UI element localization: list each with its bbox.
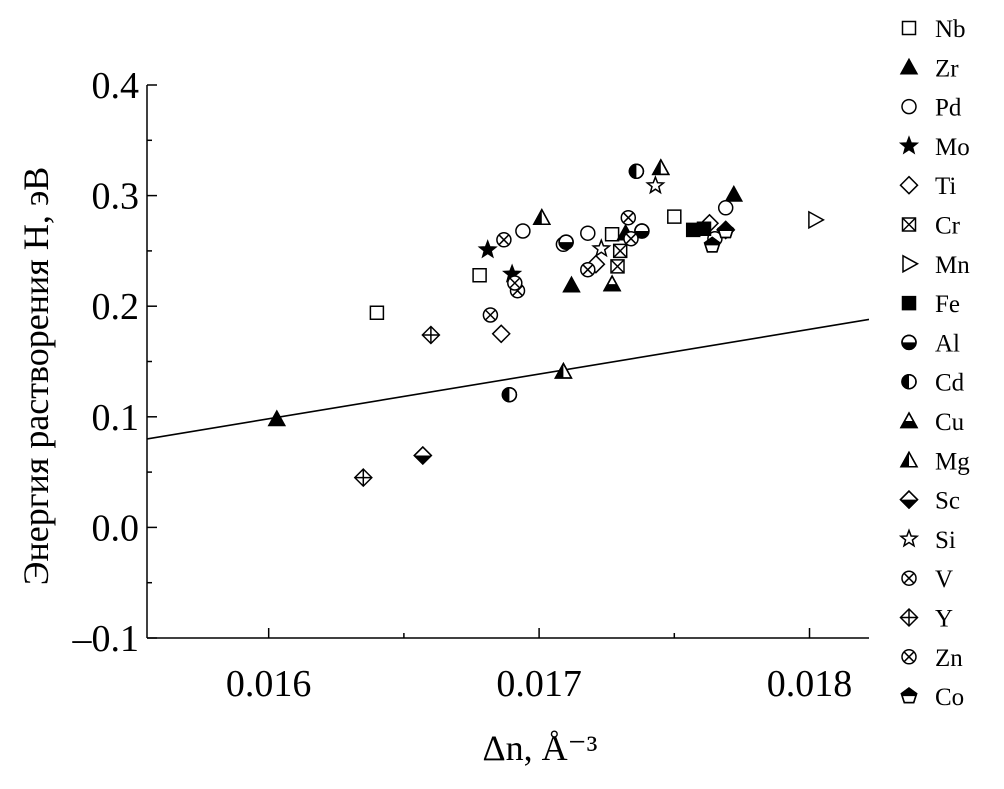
legend-label-y: Y — [935, 606, 953, 633]
legend-label-co: Co — [935, 684, 964, 711]
data-point-co — [703, 236, 721, 253]
data-point-pd — [515, 223, 531, 239]
legend-marker-cr — [901, 217, 917, 232]
y-tick-label: –0.1 — [72, 618, 140, 660]
data-point-nb — [472, 267, 487, 283]
legend-marker-zn — [901, 649, 917, 665]
data-point-al — [558, 234, 574, 250]
data-point-mg — [554, 361, 573, 379]
legend-marker-y — [899, 607, 919, 628]
legend-label-v: V — [935, 566, 953, 593]
legend-label-nb: Nb — [935, 16, 966, 43]
data-point-y — [353, 468, 373, 488]
data-point-pd — [580, 225, 596, 241]
data-point-mo — [477, 239, 498, 259]
legend-label-cu: Cu — [935, 409, 965, 436]
data-point-nb — [369, 305, 385, 321]
data-point-mg — [532, 208, 552, 225]
data-point-zr — [562, 275, 581, 293]
data-point-v — [496, 232, 512, 248]
legend-marker-cu — [899, 411, 919, 429]
data-point-zn — [507, 275, 523, 291]
x-tick-label: 0.018 — [767, 663, 853, 705]
legend-marker-cd — [901, 373, 917, 390]
x-tick-label: 0.017 — [496, 663, 582, 705]
y-tick-label: 0.0 — [92, 507, 140, 549]
data-points-layer — [267, 158, 825, 488]
legend-marker-sc — [899, 490, 919, 510]
legend-marker-fe — [901, 295, 917, 311]
legend-label-cd: Cd — [935, 370, 965, 397]
legend-label-fe: Fe — [935, 291, 960, 318]
data-point-cr — [612, 243, 628, 259]
legend-label-mo: Mo — [935, 134, 970, 161]
data-point-cd — [628, 163, 645, 180]
y-tick-label: 0.3 — [92, 176, 140, 218]
data-point-pd — [717, 200, 734, 216]
trend-line — [147, 318, 869, 440]
data-point-zr — [724, 184, 744, 202]
data-point-v — [482, 307, 499, 323]
data-point-zn — [623, 230, 639, 247]
legend-marker-ti — [899, 175, 919, 195]
legend-marker-mo — [898, 135, 920, 155]
legend-label-ti: Ti — [935, 173, 956, 200]
legend-marker-nb — [901, 20, 917, 36]
legend-label-mg: Mg — [935, 448, 970, 475]
legend-marker-v — [901, 570, 917, 586]
legend-marker-mn — [902, 254, 920, 274]
data-point-fe — [685, 222, 701, 238]
legend-marker-al — [901, 334, 917, 351]
legend-label-mn: Mn — [935, 252, 970, 279]
data-point-nb — [667, 209, 682, 224]
y-tick-label: 0.4 — [92, 65, 140, 107]
x-tick-label: 0.016 — [226, 663, 312, 705]
legend-marker-mg — [899, 450, 919, 468]
y-tick-label: 0.2 — [92, 286, 140, 328]
legend-label-pd: Pd — [935, 95, 962, 122]
legend-marker-si — [898, 528, 920, 548]
legend-label-sc: Sc — [935, 488, 960, 515]
data-point-y — [421, 325, 441, 345]
data-point-sc — [413, 445, 433, 466]
legend: Nb Zr Pd Mo Ti Cr Mn Fe Al Cd Cu Mg Sc Si VY Zn Co — [898, 16, 970, 711]
data-point-si — [591, 238, 612, 258]
data-point-ti — [491, 324, 511, 344]
y-axis-label: Энергия растворения H, эВ — [16, 167, 56, 586]
data-point-nb — [604, 227, 620, 242]
legend-label-cr: Cr — [935, 213, 961, 240]
legend-label-zn: Zn — [935, 645, 963, 672]
legend-marker-co — [900, 687, 918, 704]
legend-label-al: Al — [935, 330, 960, 357]
data-point-zr — [267, 409, 287, 427]
trend-line-layer — [147, 318, 869, 440]
legend-marker-zr — [899, 57, 919, 75]
y-tick-label: 0.1 — [92, 397, 140, 439]
data-point-co — [717, 222, 735, 239]
x-axis-label: Δn, Å⁻³ — [483, 728, 598, 768]
data-point-mn — [808, 210, 825, 230]
data-point-v — [580, 261, 596, 278]
plot-axes: –0.1 0.0 0.1 0.2 0.3 0.4 0.016 0.017 0.018 — [72, 65, 869, 705]
data-point-cr — [610, 259, 625, 274]
data-point-al — [634, 223, 650, 239]
data-point-cu — [602, 274, 622, 292]
legend-label-si: Si — [935, 527, 956, 554]
legend-label-zr: Zr — [935, 55, 959, 82]
data-point-mg — [651, 158, 671, 176]
legend-marker-pd — [901, 98, 917, 115]
data-point-fe — [696, 221, 712, 237]
data-point-cd — [501, 386, 518, 403]
data-point-v — [620, 209, 637, 226]
data-point-si — [645, 174, 666, 195]
